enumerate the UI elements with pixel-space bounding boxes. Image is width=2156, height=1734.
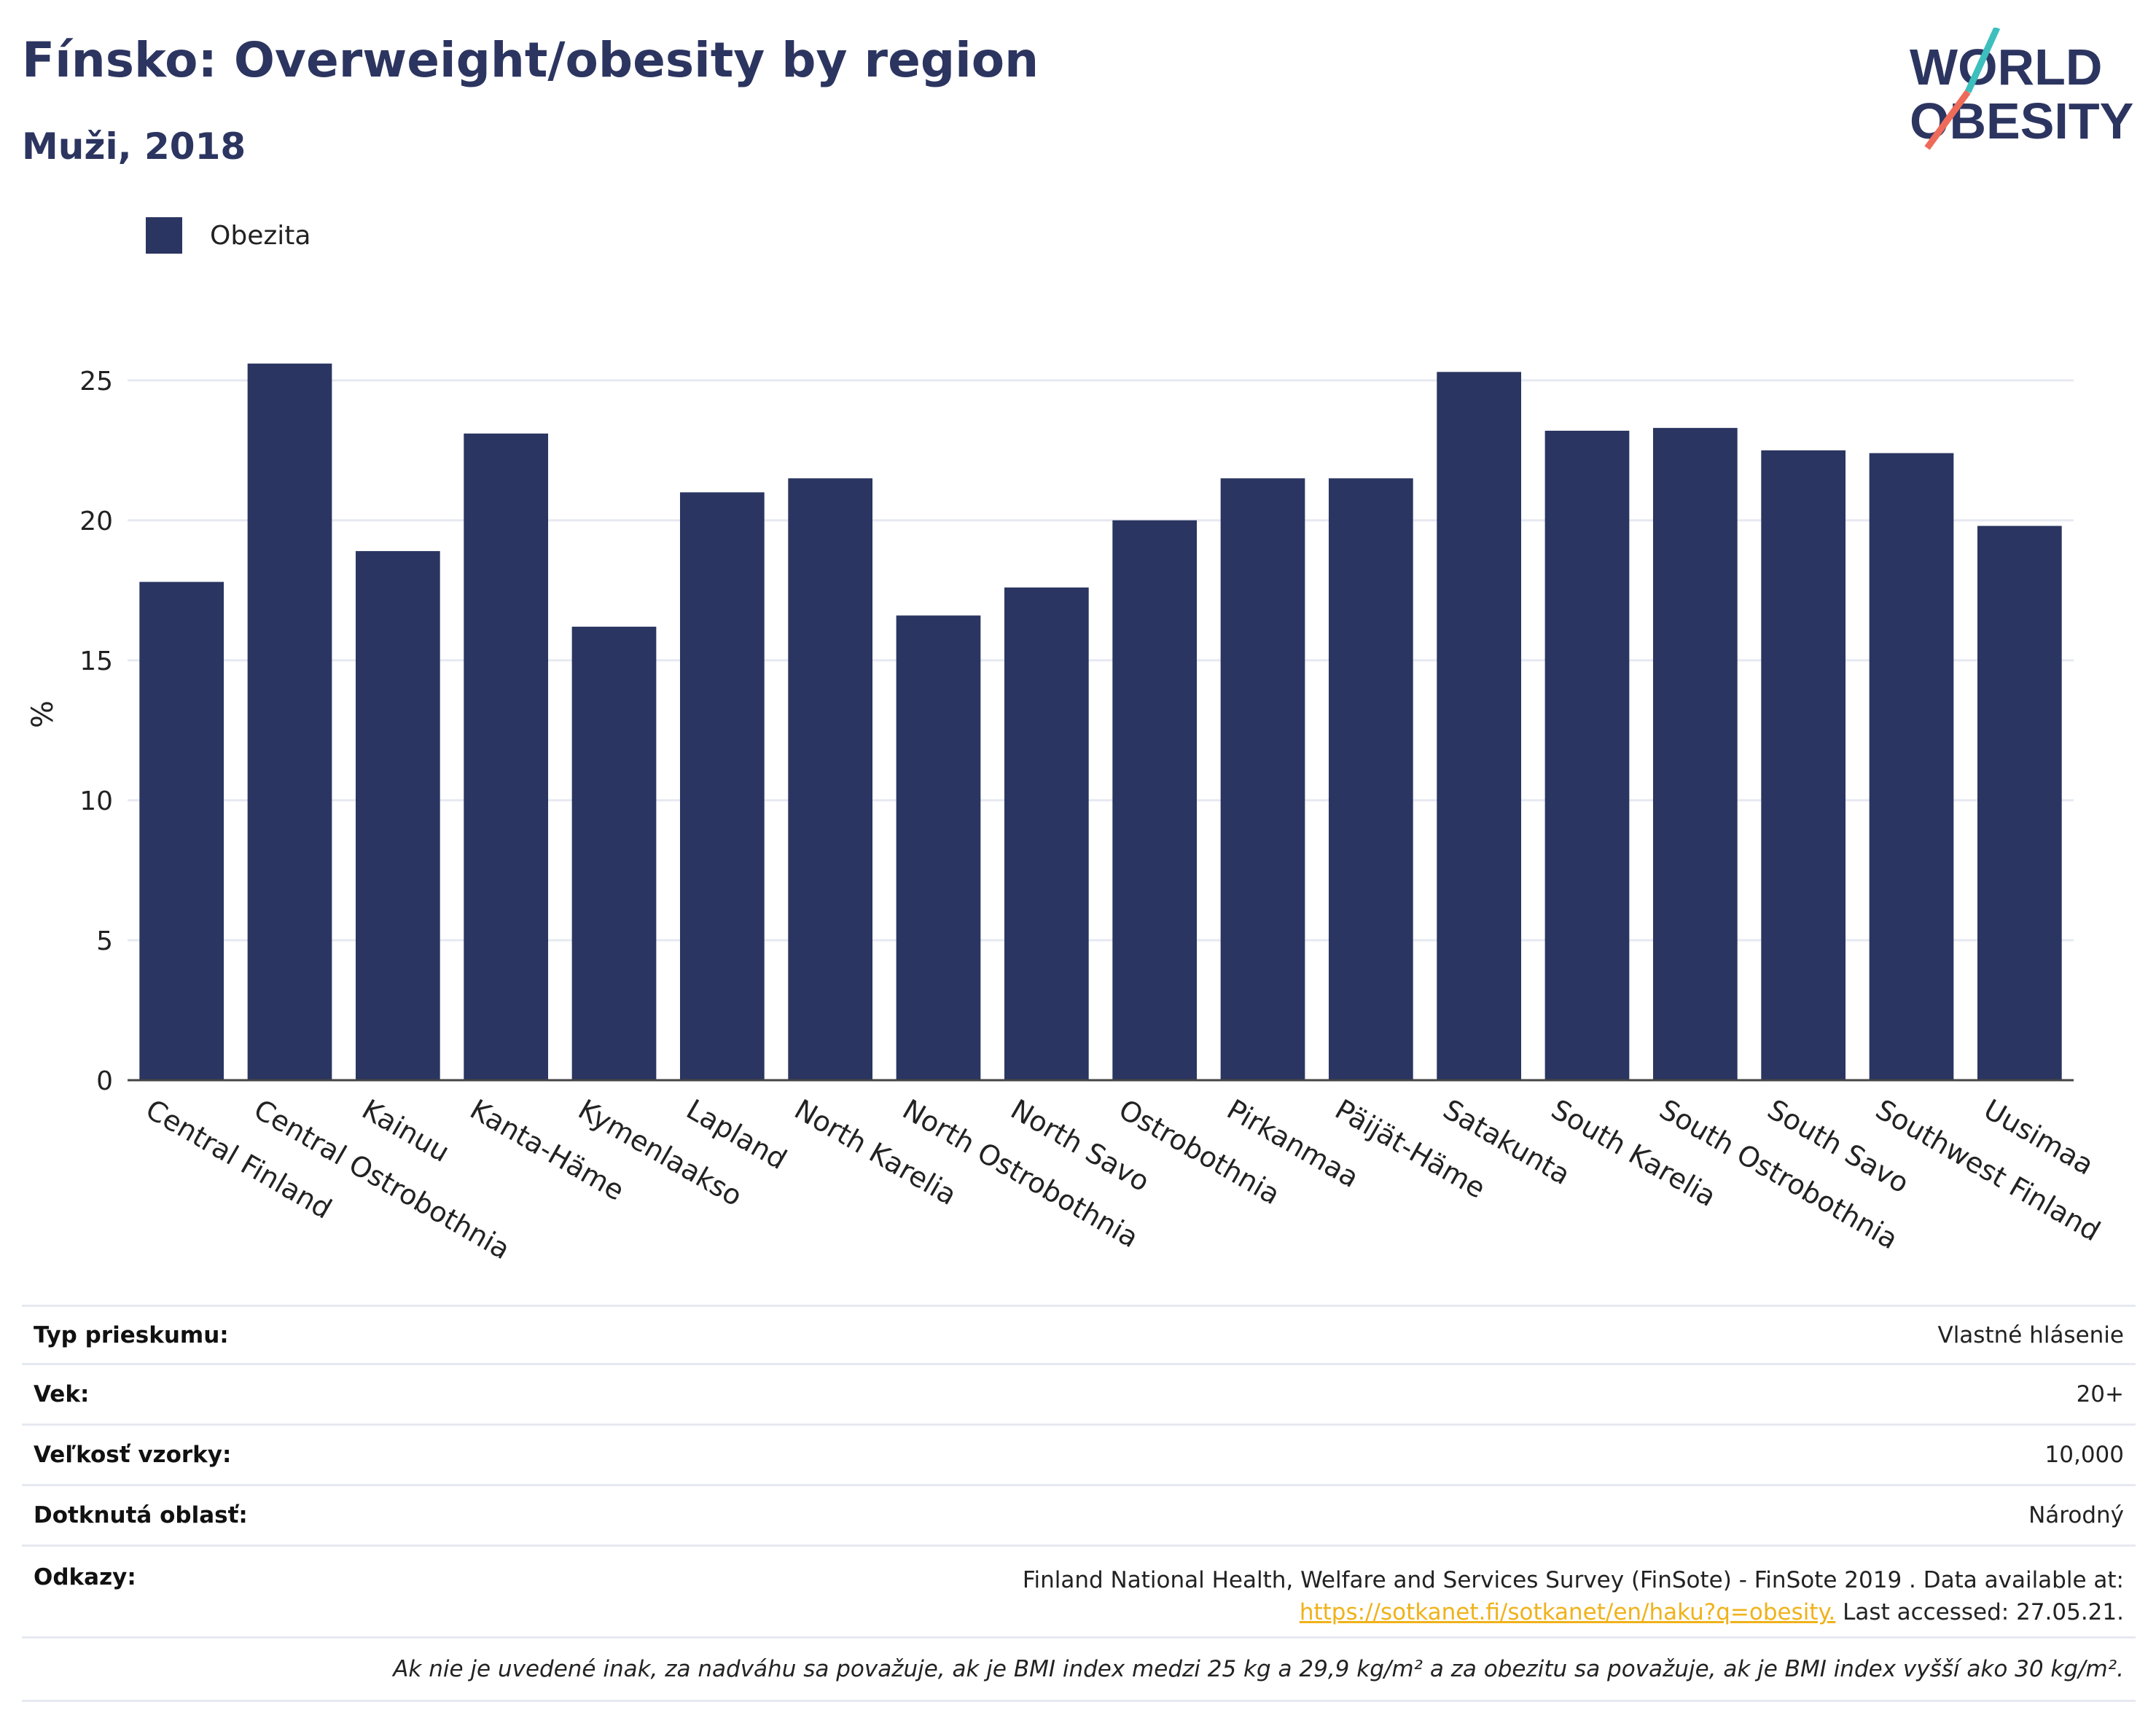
area-label: Dotknutá oblasť: [34,1502,248,1528]
bar [1977,526,2062,1080]
sample-size-label: Veľkosť vzorky: [34,1442,232,1468]
y-tick-label: 10 [79,786,113,816]
page-title: Fínsko: Overweight/obesity by region [22,32,1039,88]
info-row-sample-size: Veľkosť vzorky: 10,000 [22,1426,2136,1486]
bar [139,582,224,1080]
sample-size-value: 10,000 [2044,1442,2124,1468]
bar [1869,453,1954,1080]
chart-legend: Obezita [146,217,310,254]
y-tick-label: 5 [96,926,113,956]
info-row-references: Odkazy: Finland National Health, Welfare… [22,1547,2136,1639]
bar [896,615,981,1080]
bar [1652,428,1738,1080]
world-obesity-logo: WORLD OBESITY [1910,28,2133,150]
survey-type-label: Typ prieskumu: [34,1321,229,1348]
references-tail: Last accessed: 27.05.21. [1835,1599,2124,1625]
bar [1437,372,1522,1080]
logo-slash-teal [1964,28,2001,93]
references-label: Odkazy: [34,1564,136,1590]
bar [1004,587,1089,1080]
area-value: Národný [2028,1502,2124,1528]
y-tick-label: 0 [96,1066,113,1096]
logo-slash-coral [1924,90,1971,150]
y-axis-label: % [26,700,60,728]
info-row-age: Vek: 20+ [22,1365,2136,1426]
logo-text-world: WORLD [1910,39,2102,95]
y-tick-label: 15 [79,647,113,676]
bar [571,626,657,1080]
bar [1761,450,1846,1080]
bar [355,551,440,1080]
bar [1112,520,1198,1080]
bar [464,433,549,1080]
page-subtitle: Muži, 2018 [22,125,246,168]
age-value: 20+ [2076,1381,2124,1407]
bar [1544,430,1630,1080]
legend-label: Obezita [210,220,311,251]
bmi-footnote: Ak nie je uvedené inak, za nadváhu sa po… [393,1656,2124,1682]
bar [788,478,873,1080]
footnote-row: Ak nie je uvedené inak, za nadváhu sa po… [22,1639,2136,1702]
bar [247,363,332,1080]
references-value: Finland National Health, Welfare and Ser… [1023,1564,2136,1628]
bar [1328,478,1413,1080]
info-row-survey-type: Typ prieskumu: Vlastné hlásenie [22,1305,2136,1365]
bar [1220,478,1305,1080]
references-line1: Finland National Health, Welfare and Ser… [1022,1567,2124,1593]
survey-type-value: Vlastné hlásenie [1937,1321,2124,1348]
y-tick-label: 25 [79,367,113,397]
info-table: Typ prieskumu: Vlastné hlásenie Vek: 20+… [22,1305,2136,1702]
bar [679,492,765,1080]
info-row-area: Dotknutá oblasť: Národný [22,1486,2136,1547]
x-tick-label: Central Finland [141,1093,337,1225]
references-link[interactable]: https://sotkanet.fi/sotkanet/en/haku?q=o… [1299,1599,1836,1625]
y-tick-label: 20 [79,507,113,536]
age-label: Vek: [34,1381,90,1407]
legend-swatch [146,217,182,254]
